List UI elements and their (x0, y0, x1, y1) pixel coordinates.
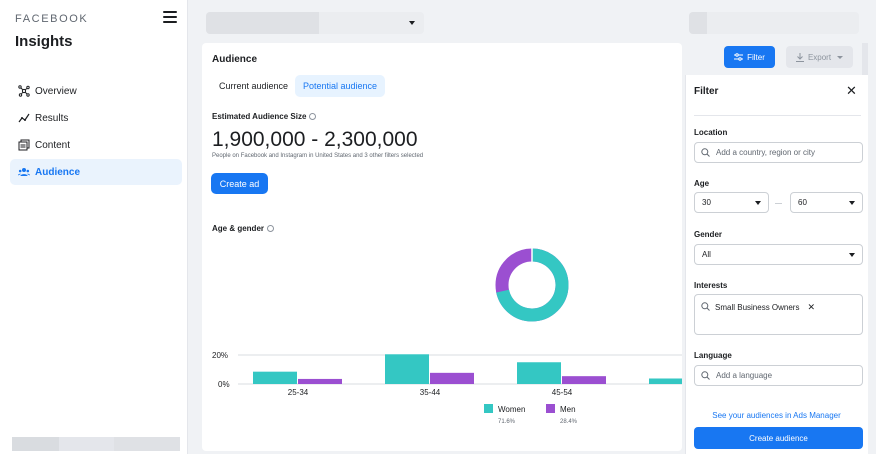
bar-women (385, 354, 429, 384)
tab-potential-audience[interactable]: Potential audience (295, 75, 386, 97)
download-icon (795, 52, 804, 62)
bar-men (562, 376, 606, 384)
sidebar-item-label: Results (35, 112, 69, 124)
bar-women (517, 362, 561, 384)
gender-label: Gender (694, 230, 723, 239)
language-input[interactable]: Add a language (694, 365, 863, 386)
bar-men (430, 372, 474, 384)
estimated-description: People on Facebook and Instagram in Unit… (212, 153, 424, 159)
sidebar: FACEBOOK Insights Overview Results Conte… (0, 0, 188, 454)
sidebar-item-audience[interactable]: Audience (10, 159, 182, 185)
search-icon (701, 371, 710, 380)
search-icon (701, 302, 710, 311)
bar-men (298, 378, 342, 384)
y-tick-label: 20% (212, 351, 228, 360)
chevron-down-icon (837, 55, 844, 59)
legend-share: 71.6% (498, 419, 516, 425)
filter-panel: Filter ✕ Location Add a country, region … (685, 75, 868, 454)
content-icon (17, 139, 30, 152)
ads-manager-link[interactable]: See your audiences in Ads Manager (712, 411, 841, 420)
account-switcher[interactable] (12, 437, 180, 451)
location-placeholder: Add a country, region or city (716, 148, 816, 157)
x-tick-label: 45-54 (552, 388, 573, 397)
overview-icon (17, 85, 30, 98)
language-placeholder: Add a language (716, 371, 773, 380)
chevron-down-icon (409, 21, 415, 25)
chevron-down-icon (849, 253, 855, 257)
interests-label: Interests (694, 281, 728, 290)
y-tick-label: 0% (218, 380, 230, 389)
filter-panel-title: Filter (694, 86, 719, 97)
x-tick-label: 25-34 (288, 388, 309, 397)
sidebar-item-overview[interactable]: Overview (10, 78, 182, 104)
location-label: Location (694, 128, 728, 137)
estimated-size-label: Estimated Audience Size (212, 112, 317, 121)
close-icon[interactable]: ✕ (846, 83, 857, 98)
age-gender-chart: 20% 0% 25-34 35-44 45-54 Women 71.6% Men 28.4% (212, 248, 682, 425)
page-title: Audience (212, 54, 258, 65)
location-input[interactable]: Add a country, region or city (694, 142, 863, 163)
hamburger-menu-icon[interactable] (163, 11, 177, 23)
page-selector[interactable] (206, 12, 424, 34)
age-range-separator (775, 203, 782, 204)
date-range-picker[interactable] (689, 12, 859, 34)
export-button-label: Export (807, 52, 832, 62)
language-label: Language (694, 351, 732, 360)
sidebar-item-label: Audience (35, 166, 81, 178)
tab-current-audience[interactable]: Current audience (219, 81, 289, 91)
info-icon[interactable] (267, 225, 275, 232)
brand-label: FACEBOOK (15, 13, 89, 25)
gender-value: All (702, 250, 711, 259)
sidebar-item-content[interactable]: Content (10, 132, 182, 158)
audience-card: Audience Current audience Potential audi… (202, 43, 682, 451)
x-tick-label: 35-44 (420, 388, 441, 397)
interest-chip-label: Small Business Owners (715, 302, 800, 312)
age-min-value: 30 (702, 198, 711, 207)
estimated-range: 1,900,000 - 2,300,000 (212, 128, 418, 151)
filter-button-label: Filter (747, 52, 765, 62)
sidebar-item-label: Overview (35, 85, 77, 97)
export-button[interactable]: Export (786, 46, 853, 68)
create-audience-button[interactable]: Create audience (694, 427, 863, 449)
legend-label: Men (560, 405, 576, 414)
chevron-down-icon (755, 201, 761, 205)
chevron-down-icon (849, 201, 855, 205)
age-max-value: 60 (798, 198, 807, 207)
legend-share: 28.4% (560, 419, 578, 425)
gender-select[interactable]: All (694, 244, 863, 265)
age-max-select[interactable]: 60 (790, 192, 863, 213)
results-icon (17, 112, 30, 125)
sidebar-nav: Overview Results Content Audience (10, 78, 182, 186)
sliders-icon (734, 53, 744, 61)
legend-label: Women (498, 405, 525, 414)
search-icon (701, 148, 710, 157)
interests-input[interactable]: Small Business Owners ✕ (694, 294, 863, 335)
divider (694, 115, 861, 116)
filter-button[interactable]: Filter (724, 46, 775, 68)
audience-icon (17, 166, 30, 179)
legend-swatch (546, 404, 555, 413)
age-gender-title: Age & gender (212, 224, 275, 233)
app-title: Insights (15, 33, 73, 50)
sidebar-item-label: Content (35, 139, 71, 151)
age-label: Age (694, 179, 710, 188)
bar-women (649, 378, 682, 384)
info-icon[interactable] (309, 113, 317, 120)
sidebar-item-results[interactable]: Results (10, 105, 182, 131)
bar-women (253, 371, 297, 384)
scrollbar[interactable] (862, 43, 868, 78)
interest-chip: Small Business Owners ✕ (715, 300, 815, 314)
estimated-size-text: Estimated Audience Size (212, 112, 307, 121)
legend-swatch (484, 404, 493, 413)
age-min-select[interactable]: 30 (694, 192, 769, 213)
create-ad-button[interactable]: Create ad (211, 173, 268, 194)
remove-chip-icon[interactable]: ✕ (807, 301, 816, 312)
age-gender-text: Age & gender (212, 224, 265, 233)
